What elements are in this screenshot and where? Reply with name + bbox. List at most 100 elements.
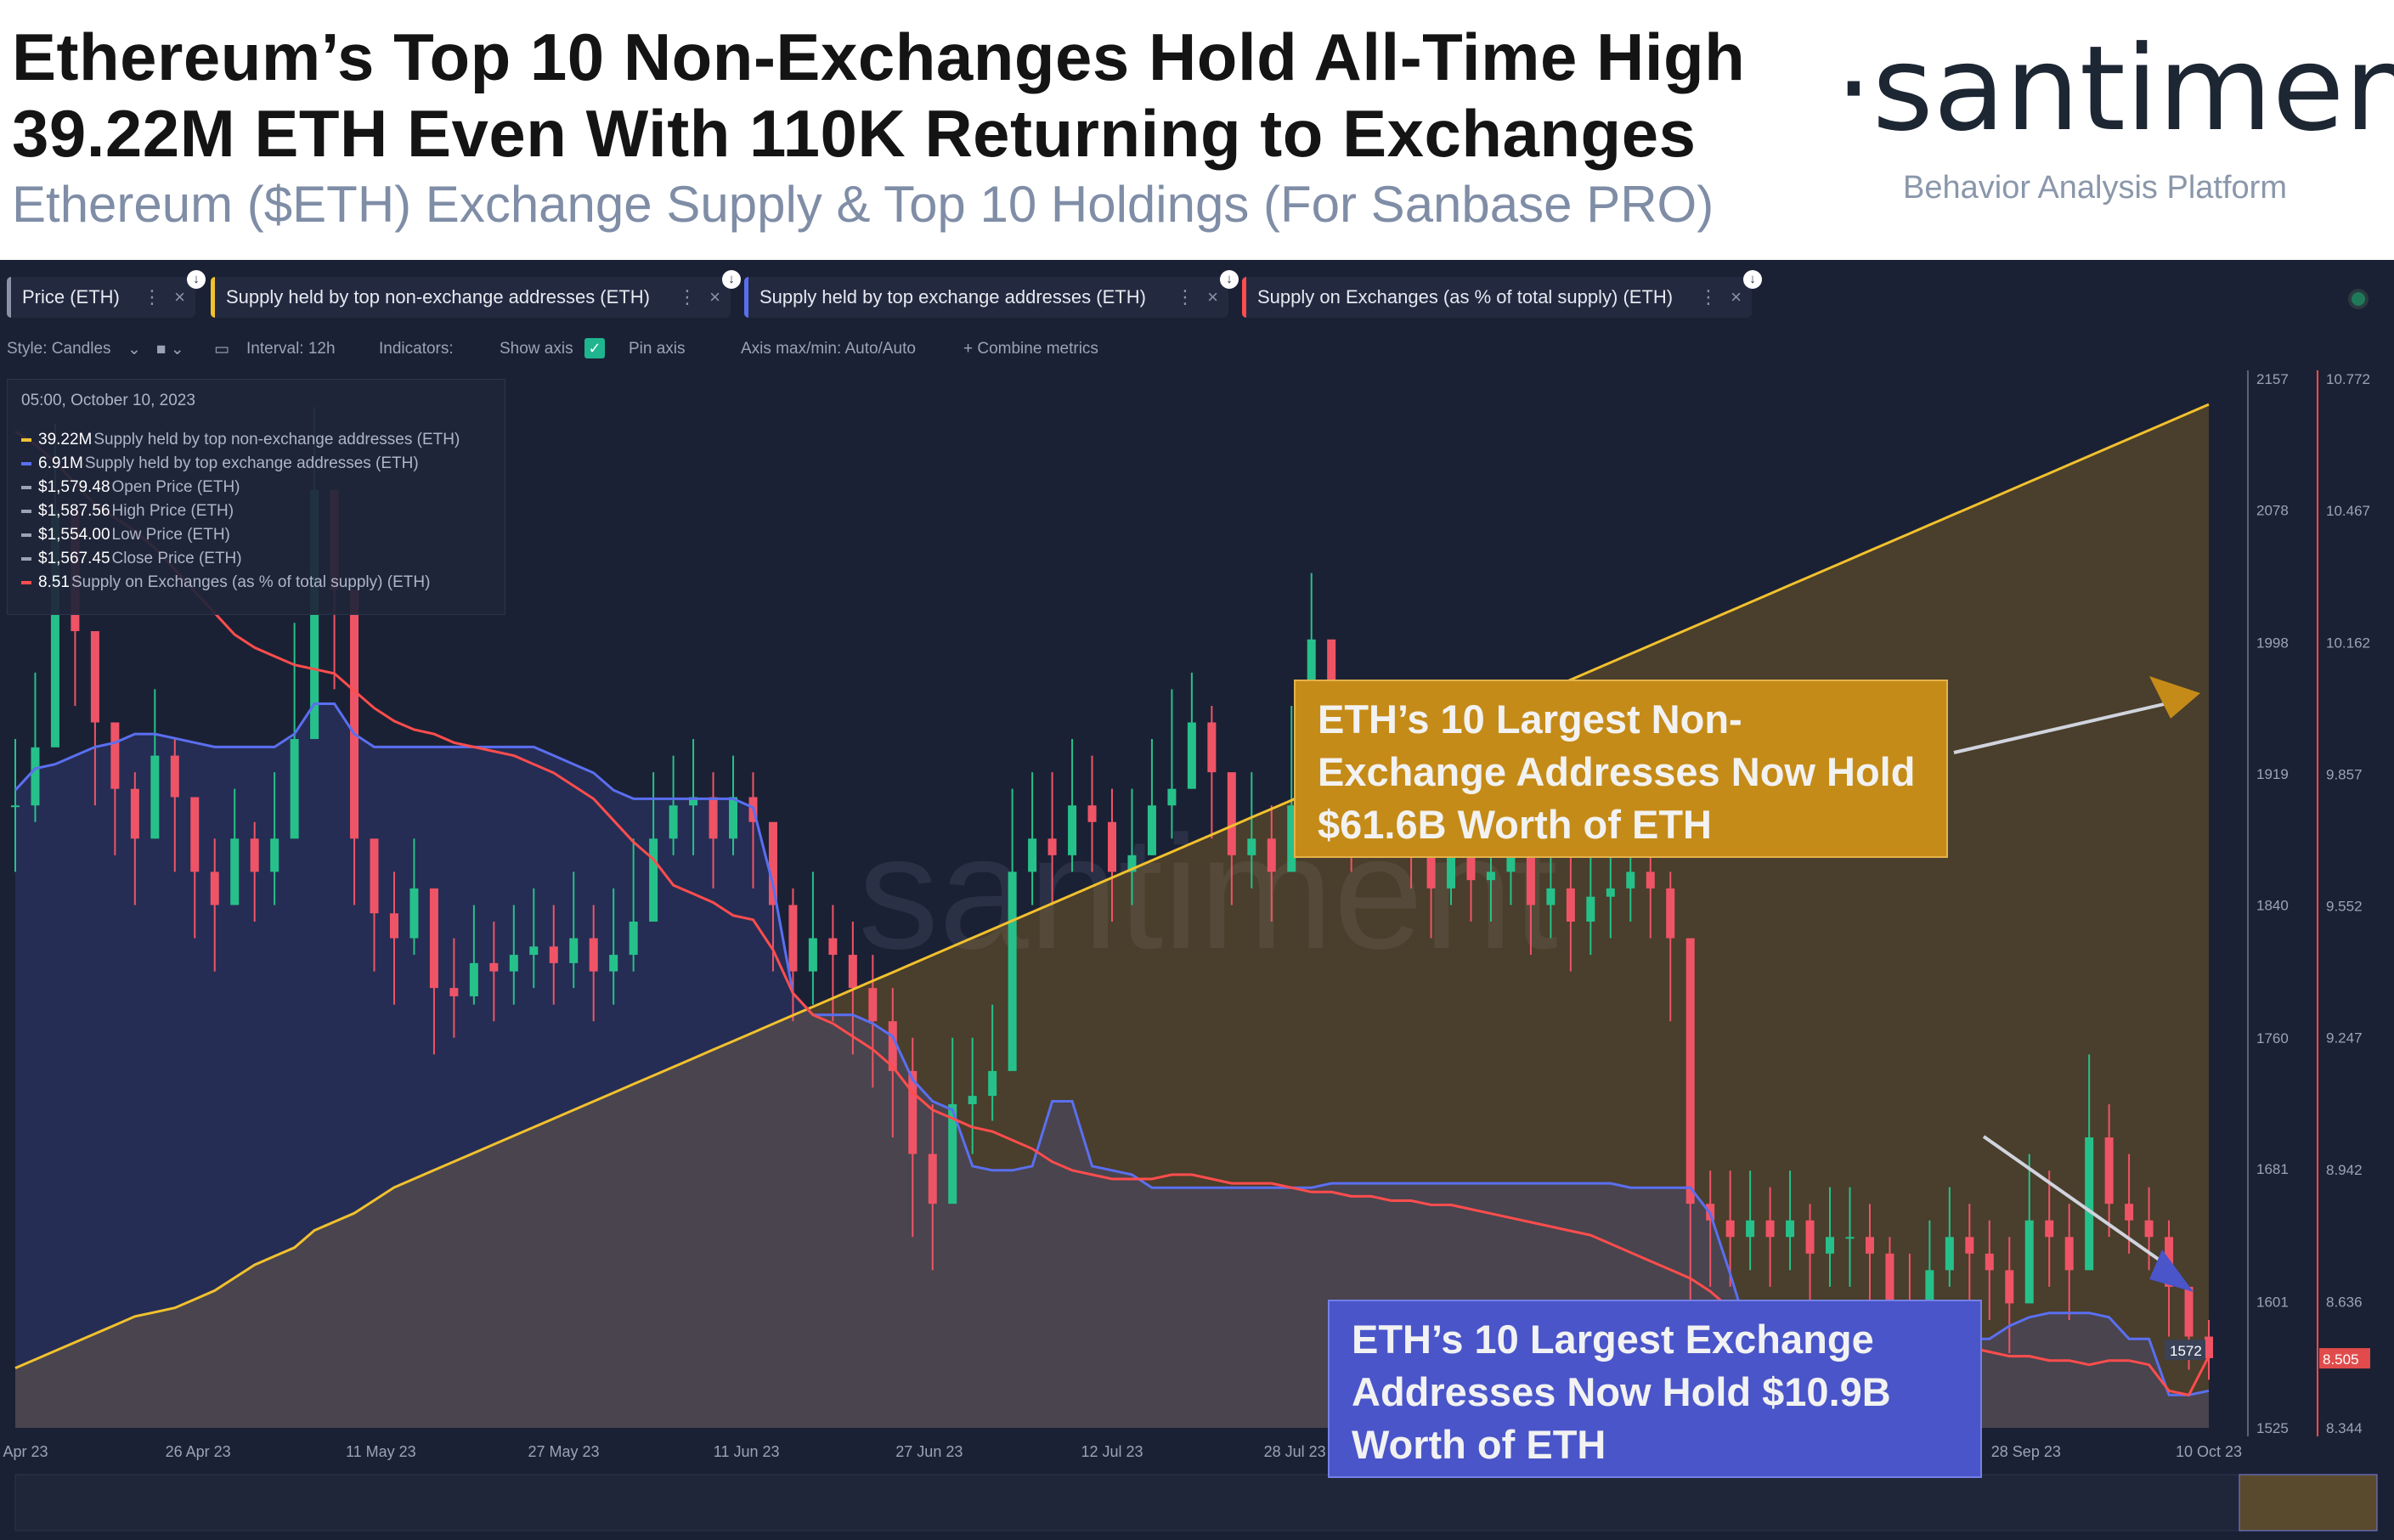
candle-body [589,938,598,972]
legend-row: $1,567.45 Close Price (ETH) [21,550,242,568]
candle-body [1187,722,1196,789]
pct-axis-tick: 9.857 [2326,766,2363,782]
pct-axis-tick: 9.247 [2326,1030,2363,1046]
non-exchange-line [14,403,2210,1369]
candle-body [768,821,777,905]
pct-axis-tick: 9.552 [2326,899,2363,915]
axis-maxmin-selector[interactable]: Axis max/min: Auto/Auto [741,340,916,358]
legend-swatch [21,461,31,465]
candle-body [2184,1286,2194,1337]
more-options-icon[interactable]: ⋮ [143,286,161,307]
close-icon[interactable]: × [1731,286,1742,307]
close-icon[interactable]: × [1207,286,1218,307]
legend-value: $1,554.00 [38,526,110,544]
candle-body [1167,788,1177,806]
candle-body [669,805,678,839]
candle-body [230,838,240,905]
candle-body [1845,1237,1855,1239]
download-icon[interactable]: ↓ [1220,270,1239,289]
candle-body [1965,1237,1974,1254]
candle-body [908,1070,918,1154]
metric-chip[interactable]: Supply held by top non-exchange addresse… [211,270,741,318]
candle-body [828,938,838,956]
legend-value: 8.51 [38,573,70,591]
candle-body [130,788,139,839]
show-axis-checkbox[interactable]: ✓ [584,338,605,358]
arrow-head-bottom [2149,1249,2194,1292]
pin-axis-toggle[interactable]: Pin axis [629,340,686,358]
metric-color-bar [7,277,11,318]
metric-chip[interactable]: Supply on Exchanges (as % of total suppl… [1242,270,1762,318]
metric-chip[interactable]: Supply held by top exchange addresses (E… [744,270,1239,318]
candle-body [2104,1137,2114,1204]
candle-body [509,955,518,972]
more-options-icon[interactable]: ⋮ [1699,286,1718,307]
candle-body [709,797,718,839]
candle-body [1526,847,1535,905]
chart-panel: Price (ETH) ⋮ × ↓ Supply held by top non-exc… [0,260,2394,1540]
legend-label: Low Price (ETH) [111,526,230,544]
legend-swatch [21,556,31,561]
candle-body [170,755,179,798]
candle-body [2125,1204,2134,1221]
current-pct-badge [2319,1348,2370,1369]
price-axis-tick: 1681 [2256,1161,2289,1177]
candle-body [649,838,658,922]
close-icon[interactable]: × [174,286,185,307]
candle-body [110,722,120,789]
interval-selector[interactable]: Interval: 12h [246,340,336,358]
candle-body [1207,722,1217,773]
more-options-icon[interactable]: ⋮ [1176,286,1194,307]
legend-swatch [21,580,31,584]
current-price-label: 1572 [2170,1343,2202,1359]
candle-body [1227,772,1236,855]
more-options-icon[interactable]: ⋮ [678,286,697,307]
candle-body [11,805,20,808]
candle-body [2205,1336,2213,1358]
legend-value: $1,567.45 [38,550,110,567]
pct-axis-tick: 8.636 [2326,1294,2363,1310]
candle-body [250,838,259,872]
x-axis-tick: 11 May 23 [346,1443,416,1460]
download-icon[interactable]: ↓ [722,270,741,289]
brand-tagline: Behavior Analysis Platform [1903,170,2287,206]
callout-exchange: ETH’s 10 Largest Exchange Addresses Now … [1328,1300,1982,1478]
candle-body [689,797,698,806]
annotation-arrow-bottom [1982,1135,2177,1272]
candle-body [31,747,40,806]
candle-body [1287,805,1296,872]
candle-body [370,838,379,914]
candle-body [808,938,817,972]
chevron-down-icon[interactable]: ⌄ [127,341,141,358]
metric-chip[interactable]: Price (ETH) ⋮ × ↓ [7,270,206,318]
download-icon[interactable]: ↓ [187,270,206,289]
arrow-head-top [2149,676,2200,719]
legend-value: 6.91M [38,454,83,472]
candle-body [2085,1137,2094,1271]
candle-body [1028,838,1037,872]
style-selector[interactable]: Style: Candles [7,340,111,358]
candle-body [90,631,99,723]
candle-body [549,946,558,963]
download-icon[interactable]: ↓ [1743,270,1762,289]
candle-body [1087,805,1097,822]
indicators-selector[interactable]: Indicators: [379,340,454,358]
candle-body [1586,896,1595,922]
metric-chip-label: Supply held by top exchange addresses (E… [759,286,1146,307]
candle-body [1466,855,1476,881]
candle-body [449,988,459,996]
status-dot-icon [2352,292,2365,306]
candle-body [1068,805,1077,855]
legend-swatch [21,509,31,513]
show-axis-label: Show axis [500,340,573,358]
combine-metrics-button[interactable]: + Combine metrics [963,340,1098,358]
metric-chip-label: Supply on Exchanges (as % of total suppl… [1257,286,1674,307]
close-icon[interactable]: × [709,286,720,307]
candle-body [1108,821,1116,872]
legend-row: $1,554.00 Low Price (ETH) [21,526,230,544]
candle-body [2064,1237,2074,1271]
candle-body [988,1070,997,1097]
x-axis-tick: 28 Jul 23 [1264,1443,1326,1460]
candle-body [1985,1253,1994,1271]
color-picker-button[interactable]: ■ ⌄ [156,341,184,358]
